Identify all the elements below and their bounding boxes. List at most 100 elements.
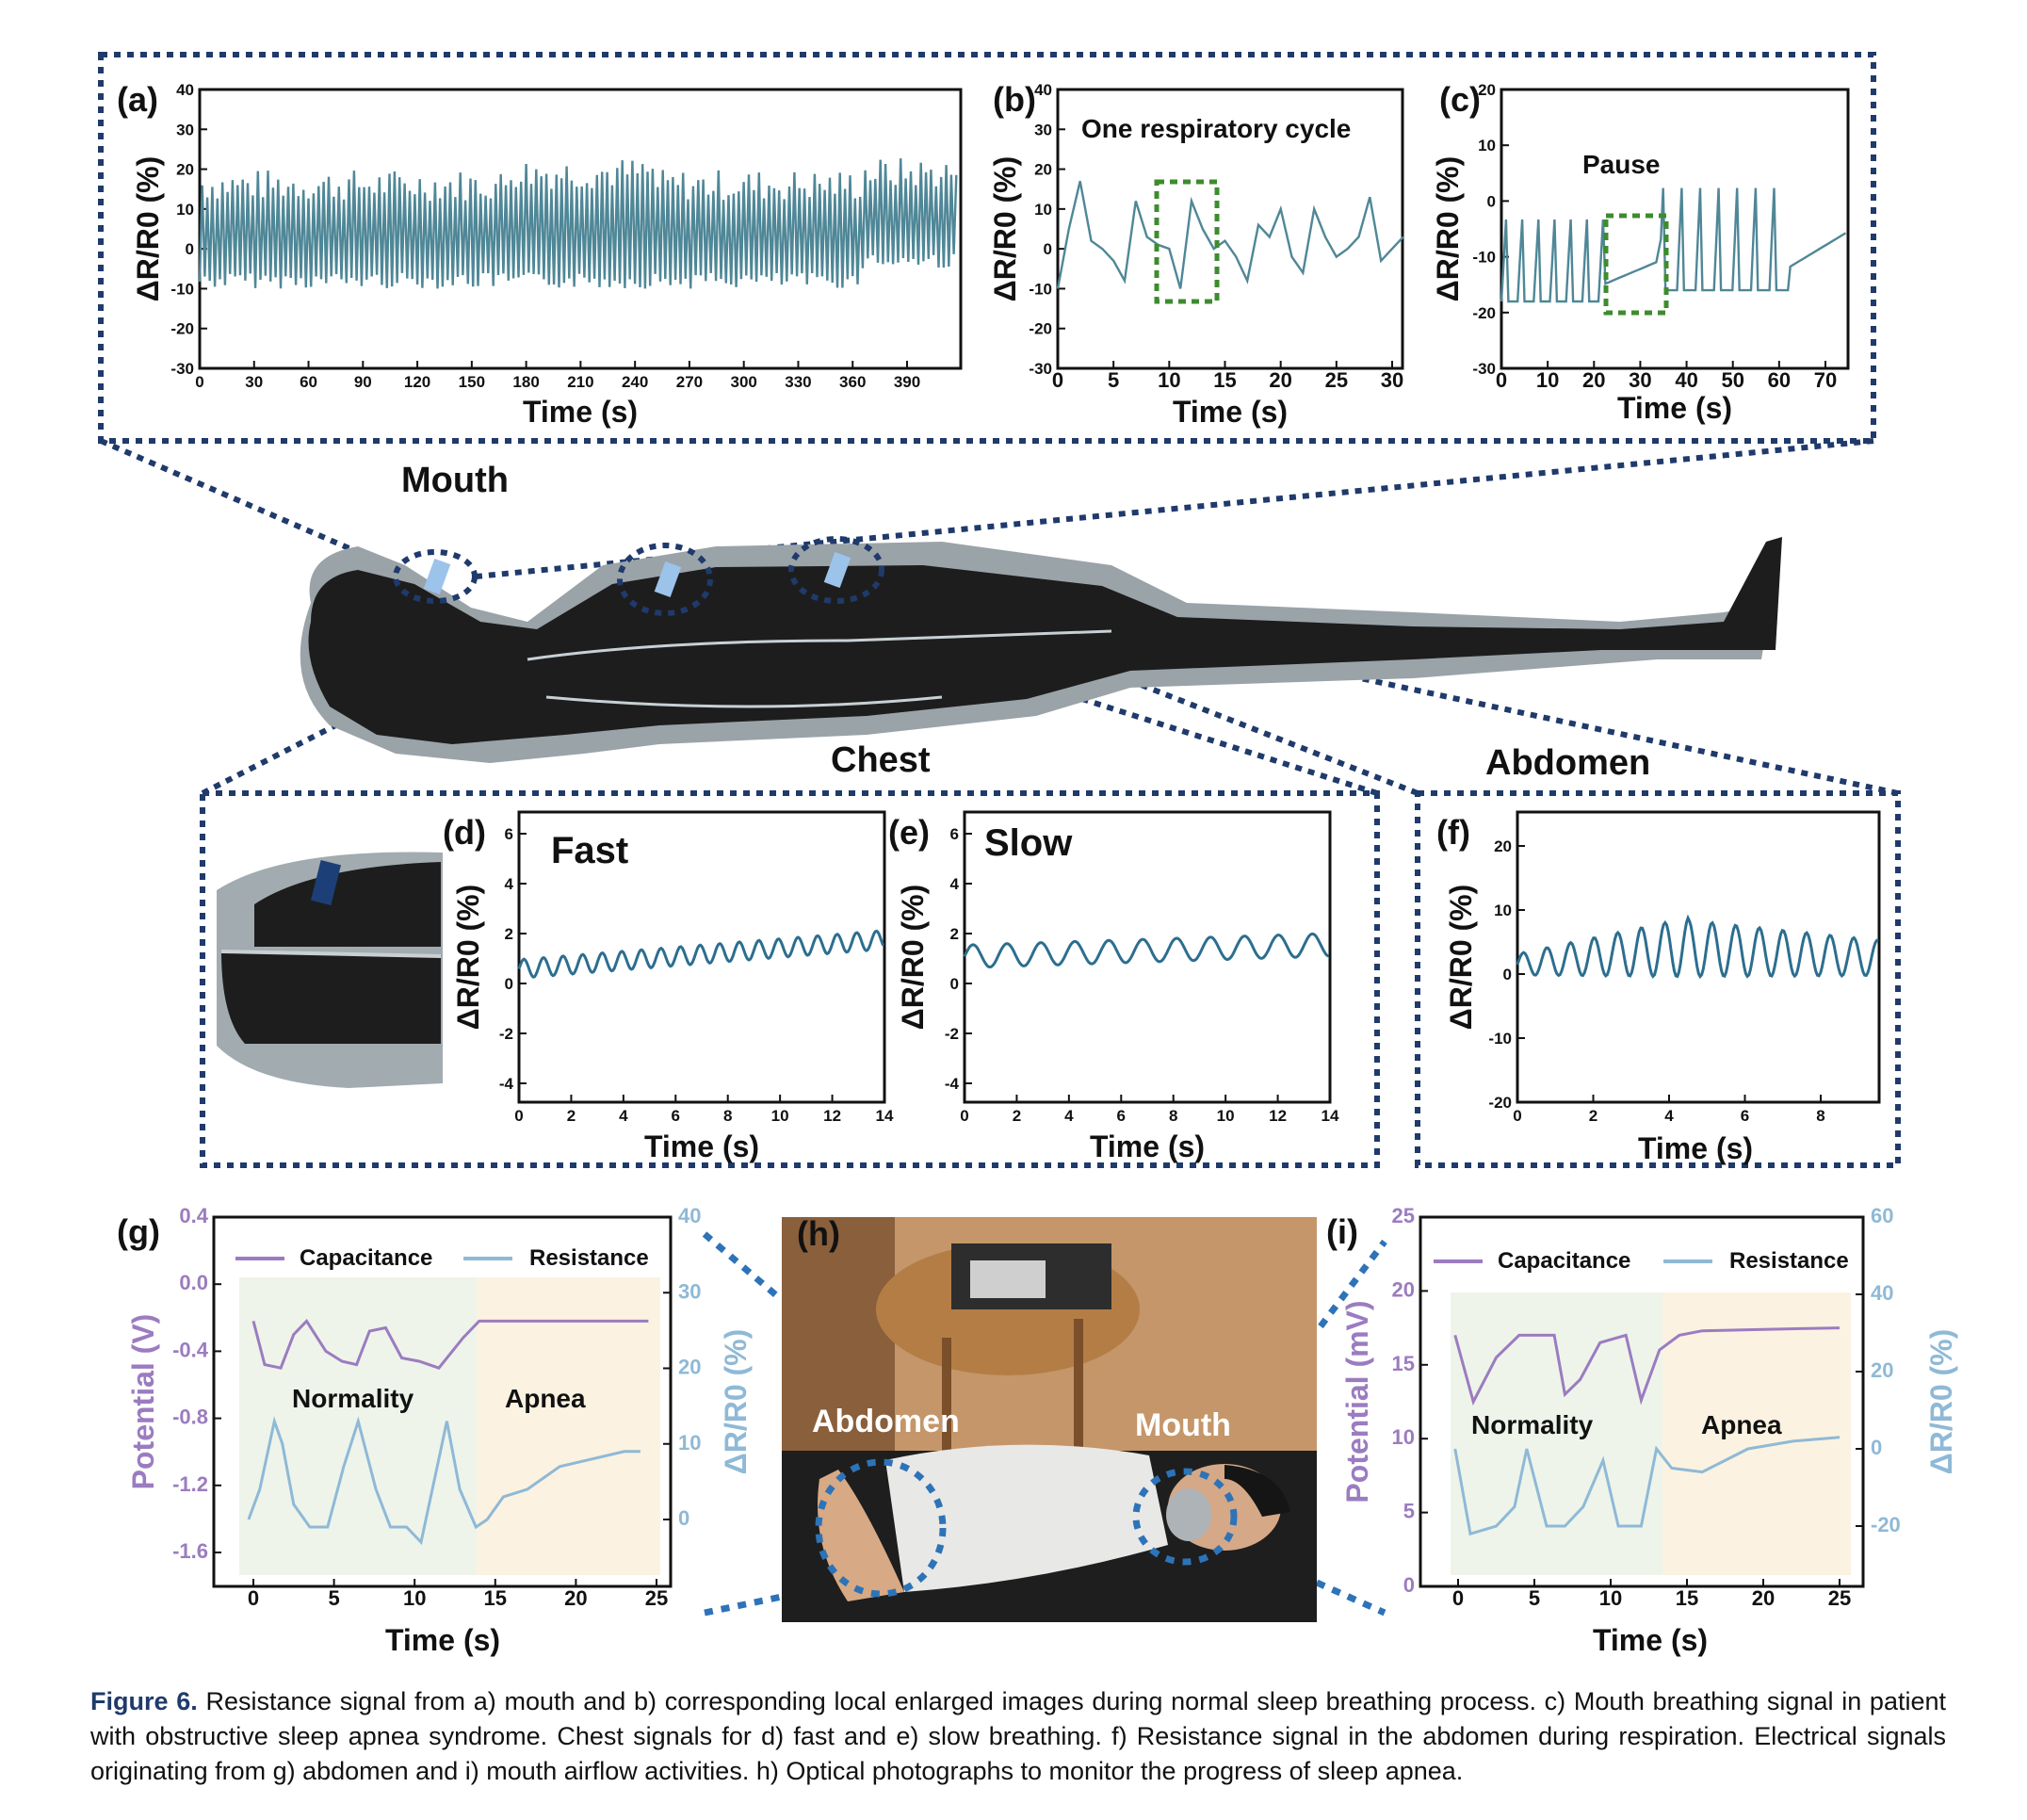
panel-e: (e) Slow 6 4 2 0 -2 -4 0 2 4 6 8 10 12 14 Time (s) Δ… bbox=[888, 810, 1339, 1163]
panel-i-ytick-label: 0 bbox=[1871, 1436, 1882, 1459]
panel-f-ytick-label: 0 bbox=[1503, 966, 1512, 983]
panel-a-xtick-label: 90 bbox=[354, 373, 372, 391]
body-illustration bbox=[99, 438, 1899, 796]
panel-c-annotation: Pause bbox=[1582, 150, 1661, 179]
panel-b: (b) One respiratory cycle 40 30 20 10 0 -10 -2… bbox=[988, 80, 1404, 429]
panel-b-ytick-label: -10 bbox=[1029, 280, 1052, 298]
panel-g-ytick-label: -1.2 bbox=[172, 1472, 208, 1496]
panel-i-xtick-label: 5 bbox=[1529, 1586, 1540, 1610]
panel-g-xtick-label: 20 bbox=[564, 1586, 587, 1610]
panel-g-ytick-label: 0.4 bbox=[179, 1204, 208, 1227]
panel-d-ytick-label: -4 bbox=[499, 1075, 514, 1093]
panel-d-signal bbox=[517, 929, 885, 979]
panel-i-xlabel: Time (s) bbox=[1593, 1623, 1708, 1657]
panel-a-xtick-label: 390 bbox=[894, 373, 920, 391]
panel-f-plot-frame bbox=[1516, 810, 1881, 1104]
panel-f-ylabel: ΔR/R0 (%) bbox=[1444, 885, 1478, 1031]
panel-e-annotation: Slow bbox=[984, 822, 1073, 864]
panel-a-ytick-label: -20 bbox=[170, 320, 194, 338]
panel-g-ylabel-left: Potential (V) bbox=[126, 1314, 160, 1490]
panel-f-xtick-label: 0 bbox=[1513, 1107, 1521, 1125]
panel-i-xtick-label: 15 bbox=[1676, 1586, 1698, 1610]
panel-b-xtick-label: 5 bbox=[1108, 368, 1119, 392]
panel-i: (i) 25 20 15 10 5 0 60 40 20 0 -20 0 5 10 15 20 25 Cap… bbox=[1326, 1204, 1958, 1657]
panel-f-ytick-label: 10 bbox=[1494, 902, 1512, 919]
panel-c-signal bbox=[1500, 187, 1847, 303]
panel-b-ytick-label: 10 bbox=[1034, 201, 1052, 219]
panel-e-xtick-label: 0 bbox=[960, 1107, 968, 1125]
panel-b-ylabel: ΔR/R0 (%) bbox=[988, 156, 1022, 302]
panel-c-ytick-label: -30 bbox=[1472, 360, 1496, 378]
panel-d-xtick-label: 14 bbox=[876, 1107, 894, 1125]
panel-d-xtick-label: 2 bbox=[567, 1107, 576, 1125]
panel-g-ytick-label: -1.6 bbox=[172, 1539, 208, 1563]
panel-e-ytick-label: 6 bbox=[950, 825, 959, 843]
panel-g-phase-apnea: Apnea bbox=[505, 1384, 586, 1413]
panel-i-xtick-label: 0 bbox=[1452, 1586, 1464, 1610]
panel-a-xtick-label: 180 bbox=[512, 373, 539, 391]
mouth-sensor bbox=[423, 558, 451, 595]
panel-b-plot-frame bbox=[1056, 88, 1404, 370]
panel-c-xtick-label: 70 bbox=[1814, 368, 1837, 392]
panel-i-ylabel-right: ΔR/R0 (%) bbox=[1924, 1329, 1958, 1475]
panel-c-xtick-label: 40 bbox=[1675, 368, 1697, 392]
panel-c-label: (c) bbox=[1439, 80, 1481, 119]
panel-f-signal bbox=[1516, 914, 1879, 980]
panel-d-xtick-label: 10 bbox=[771, 1107, 789, 1125]
panel-g-ytick-label: 10 bbox=[678, 1431, 701, 1454]
panel-a-ytick-label: 30 bbox=[176, 121, 194, 138]
panel-g-xtick-label: 0 bbox=[248, 1586, 259, 1610]
panel-f-xtick-label: 4 bbox=[1664, 1107, 1674, 1125]
panel-i-apnea-bg bbox=[1662, 1292, 1851, 1575]
panel-a-ytick-label: -30 bbox=[170, 360, 194, 378]
panel-g-label: (g) bbox=[117, 1212, 160, 1251]
panel-d-label: (d) bbox=[443, 813, 486, 852]
panel-f-xtick-label: 6 bbox=[1741, 1107, 1749, 1125]
panel-c-xtick-label: 50 bbox=[1721, 368, 1743, 392]
panel-c-ytick-label: -20 bbox=[1472, 304, 1496, 322]
panel-e-ylabel: ΔR/R0 (%) bbox=[896, 885, 930, 1031]
panel-a-xtick-label: 0 bbox=[195, 373, 203, 391]
panel-e-xtick-label: 2 bbox=[1013, 1107, 1021, 1125]
panel-a-xtick-label: 210 bbox=[567, 373, 593, 391]
panel-f: (f) 20 10 0 -10 -20 0 2 4 6 8 Time (s) ΔR/R0 (%) bbox=[1436, 810, 1881, 1165]
panel-g: (g) 0.4 0.0 -0.4 -0.8 -1.2 -1.6 40 30 20 10 0 0 5 1… bbox=[117, 1204, 753, 1657]
panel-e-xtick-label: 12 bbox=[1269, 1107, 1287, 1125]
panel-e-label: (e) bbox=[888, 813, 930, 852]
panel-g-ytick-label: 40 bbox=[678, 1204, 701, 1227]
chest-detail-illustration bbox=[217, 852, 443, 1088]
panel-f-ytick-label: -20 bbox=[1488, 1094, 1512, 1112]
panel-g-ytick-label: 0.0 bbox=[179, 1271, 208, 1294]
panel-b-xtick-label: 0 bbox=[1052, 368, 1063, 392]
panel-i-ytick-label: 25 bbox=[1392, 1204, 1415, 1227]
panel-d-xlabel: Time (s) bbox=[644, 1129, 759, 1163]
panel-i-ytick-label: 15 bbox=[1392, 1352, 1415, 1375]
panel-h-label: (h) bbox=[797, 1214, 840, 1253]
panel-i-capacitance-line bbox=[1453, 1326, 1841, 1406]
panel-c-ytick-label: 20 bbox=[1478, 81, 1496, 99]
caption-label: Figure 6. bbox=[90, 1687, 198, 1715]
panel-e-ytick-label: 0 bbox=[950, 975, 959, 993]
panel-d-xtick-label: 0 bbox=[514, 1107, 523, 1125]
chest-panel-frame bbox=[200, 790, 1380, 1168]
panel-a-xtick-label: 120 bbox=[404, 373, 430, 391]
panel-i-xtick-label: 20 bbox=[1752, 1586, 1775, 1610]
top-panel-frame bbox=[98, 52, 1876, 444]
panel-f-xtick-label: 8 bbox=[1816, 1107, 1824, 1125]
panel-d-ytick-label: -2 bbox=[499, 1025, 513, 1043]
chest-sensor bbox=[654, 561, 682, 598]
panel-b-xlabel: Time (s) bbox=[1173, 395, 1288, 429]
panel-g-legend-capacitance: Capacitance bbox=[300, 1245, 432, 1271]
panel-d-xtick-label: 12 bbox=[823, 1107, 841, 1125]
panel-b-signal bbox=[1056, 181, 1404, 289]
panel-d-xtick-label: 4 bbox=[619, 1107, 628, 1125]
panel-d-ytick-label: 4 bbox=[505, 875, 514, 893]
panel-i-plot-frame bbox=[1419, 1215, 1865, 1588]
body-silhouette bbox=[308, 537, 1782, 744]
panel-g-ytick-label: 0 bbox=[678, 1506, 689, 1530]
panel-c-plot-frame bbox=[1500, 88, 1850, 370]
panel-e-ytick-label: 2 bbox=[950, 925, 959, 943]
panel-b-ytick-label: 40 bbox=[1034, 81, 1052, 99]
panel-g-ytick-label: -0.4 bbox=[172, 1338, 209, 1361]
panel-b-cycle-box bbox=[1154, 179, 1220, 304]
